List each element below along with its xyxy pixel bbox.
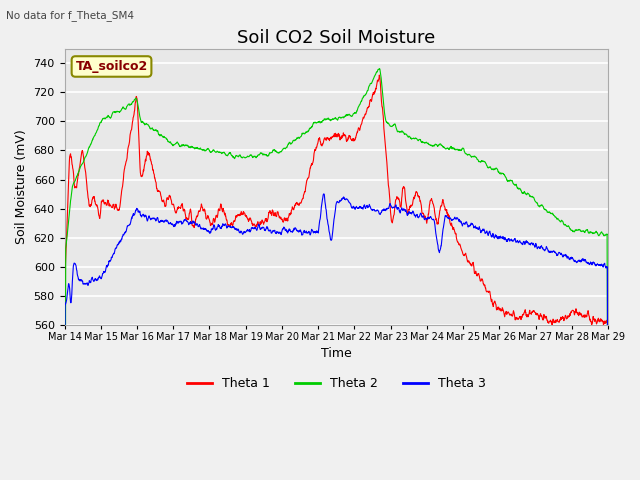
Text: TA_soilco2: TA_soilco2: [76, 60, 148, 73]
Theta 1: [177, 205, 184, 211]
Theta 3: [285, 227, 293, 232]
Theta 2: [285, 140, 293, 146]
Theta 1: [285, 212, 293, 218]
Theta 2: [282, 144, 290, 150]
Line: Theta 2: Theta 2: [65, 69, 608, 480]
Theta 1: [376, 72, 383, 78]
Theta 3: [92, 276, 99, 282]
Title: Soil CO2 Soil Moisture: Soil CO2 Soil Moisture: [237, 29, 435, 48]
Line: Theta 3: Theta 3: [65, 194, 608, 480]
Theta 2: [264, 153, 271, 158]
Legend: Theta 1, Theta 2, Theta 3: Theta 1, Theta 2, Theta 3: [182, 372, 491, 396]
Text: No data for f_Theta_SM4: No data for f_Theta_SM4: [6, 10, 134, 21]
Theta 3: [264, 226, 271, 231]
Theta 2: [177, 144, 184, 149]
Line: Theta 1: Theta 1: [65, 75, 608, 480]
Theta 1: [282, 216, 290, 222]
Theta 3: [320, 191, 328, 197]
Theta 2: [92, 131, 99, 136]
Theta 2: [376, 66, 383, 72]
Theta 3: [177, 219, 184, 225]
Theta 3: [432, 230, 440, 236]
Theta 1: [432, 216, 440, 221]
Theta 1: [264, 216, 271, 222]
Theta 2: [432, 142, 440, 148]
X-axis label: Time: Time: [321, 347, 351, 360]
Y-axis label: Soil Moisture (mV): Soil Moisture (mV): [15, 130, 28, 244]
Theta 1: [92, 202, 99, 207]
Theta 3: [282, 227, 290, 233]
